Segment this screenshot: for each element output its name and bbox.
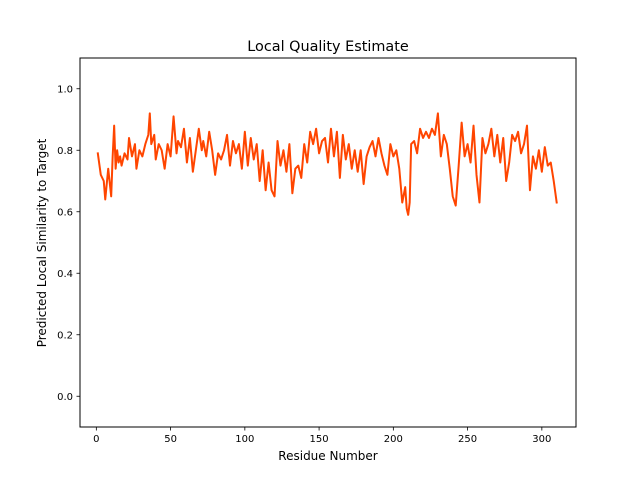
x-tick-label: 150 xyxy=(310,434,329,445)
x-axis-title: Residue Number xyxy=(278,449,377,463)
y-axis-title: Predicted Local Similarity to Target xyxy=(35,138,49,347)
axis-ticks: 0 50 100 150 200 250 300 0.0 0.2 0.4 0.6 0.8 1.0 xyxy=(57,84,551,445)
x-tick-label: 300 xyxy=(532,434,551,445)
chart-title: Local Quality Estimate xyxy=(247,39,409,55)
y-tick-label: 0.0 xyxy=(57,392,73,403)
y-tick-label: 0.6 xyxy=(57,207,73,218)
y-tick-label: 0.4 xyxy=(57,269,73,280)
y-tick-label: 0.8 xyxy=(57,146,73,157)
series-line-1 xyxy=(96,112,558,216)
y-tick-label: 1.0 xyxy=(57,84,73,95)
x-tick-label: 200 xyxy=(384,434,403,445)
plot-frame xyxy=(79,57,577,428)
plot-lines xyxy=(96,112,558,216)
x-tick-label: 100 xyxy=(235,434,254,445)
x-tick-label: 250 xyxy=(458,434,477,445)
y-tick-label: 0.2 xyxy=(57,330,73,341)
x-tick-label: 50 xyxy=(164,434,177,445)
x-tick-label: 0 xyxy=(93,434,99,445)
